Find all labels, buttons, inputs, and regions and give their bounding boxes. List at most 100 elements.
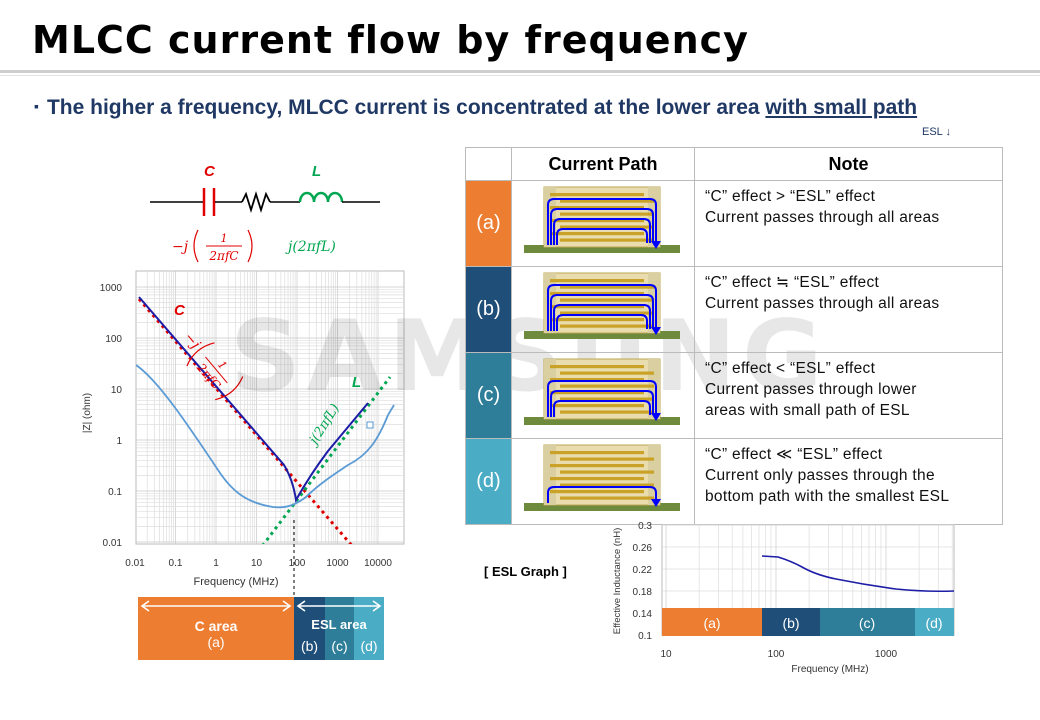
inner-electrode bbox=[560, 410, 654, 414]
table-row: (d) “C” effect ≪ “ESL” effect Current on… bbox=[465, 438, 1003, 525]
inner-electrode bbox=[550, 451, 644, 455]
pcb-pad bbox=[524, 245, 680, 253]
table-row: (c) “C” effect < “ESL” effect Current pa… bbox=[465, 352, 1003, 439]
inner-electrode bbox=[560, 225, 654, 229]
c-asymptote-line bbox=[137, 298, 353, 544]
measured-impedance-curve bbox=[136, 364, 395, 509]
esl-band-c-label: (c) bbox=[859, 615, 875, 631]
table-header-blank bbox=[465, 147, 512, 181]
note-line: Current passes through all areas bbox=[705, 209, 940, 226]
current-arrow-icon bbox=[651, 327, 661, 335]
current-path-table: Current Path Note (a) “C” effect > “ESL”… bbox=[465, 147, 1003, 525]
esl-y-tick: 0.3 bbox=[638, 521, 652, 532]
impedance-x-tick: 1 bbox=[213, 558, 219, 569]
esl-x-tick: 10 bbox=[660, 649, 672, 660]
pcb-pad bbox=[524, 503, 680, 511]
pcb-pad bbox=[524, 331, 680, 339]
ideal-impedance-curve bbox=[138, 296, 369, 504]
esl-area-segment: (b) (c) (d) ESL area bbox=[294, 597, 384, 660]
row-label-c: (c) bbox=[465, 352, 512, 439]
impedance-y-tick: 0.1 bbox=[108, 487, 122, 498]
current-path-line bbox=[547, 380, 657, 417]
table-row: (b) “C” effect ≒ “ESL” effect Current pa… bbox=[465, 266, 1003, 353]
inner-electrode bbox=[560, 212, 654, 216]
inner-electrode bbox=[550, 477, 644, 481]
impedance-x-tick: 0.1 bbox=[169, 558, 183, 569]
svg-text:−j: −j bbox=[172, 239, 189, 255]
title-divider bbox=[0, 70, 1040, 73]
inner-electrode bbox=[560, 324, 654, 328]
mlcc-body bbox=[543, 358, 661, 420]
c-area-segment: C area (a) bbox=[138, 597, 294, 660]
current-path-line bbox=[553, 304, 651, 331]
mlcc-path-diagram bbox=[524, 444, 680, 511]
mlcc-path-diagram bbox=[524, 186, 680, 253]
title-divider-thin bbox=[0, 75, 1040, 76]
lc-circuit-diagram: C L −j 1 2πfC j(2πfL) bbox=[150, 163, 380, 263]
inner-electrode bbox=[560, 470, 654, 474]
circuit-l-label: L bbox=[312, 163, 321, 180]
esl-x-tick: 100 bbox=[768, 649, 785, 660]
current-arrow-icon bbox=[651, 499, 661, 507]
inner-electrode bbox=[560, 298, 654, 302]
esl-x-tick: 1000 bbox=[875, 649, 898, 660]
inner-electrode bbox=[550, 193, 644, 197]
current-path-a bbox=[511, 180, 695, 267]
mlcc-path-diagram bbox=[524, 358, 680, 425]
inner-electrode bbox=[550, 490, 644, 494]
note-line: “C” effect ≒ “ESL” effect bbox=[705, 274, 880, 291]
esl-band-b bbox=[762, 608, 820, 636]
mlcc-path-diagram bbox=[524, 272, 680, 339]
impedance-y-tick: 0.01 bbox=[103, 538, 123, 549]
bullet-marker: ▪ bbox=[34, 98, 39, 114]
impedance-chart: 0.01 0.1 1 10 100 1000 10000 1000 100 10 1 0.1 0.01… bbox=[82, 270, 405, 595]
esl-y-tick: 0.26 bbox=[633, 543, 653, 554]
mlcc-body bbox=[543, 186, 661, 248]
inner-electrode bbox=[560, 384, 654, 388]
current-path-c bbox=[511, 352, 695, 439]
note-a: “C” effect > “ESL” effect Current passes… bbox=[694, 180, 1003, 267]
area-arrows bbox=[140, 600, 382, 612]
esl-band-c bbox=[820, 608, 915, 636]
impedance-y-tick: 1 bbox=[116, 436, 122, 447]
mlcc-body bbox=[543, 444, 661, 506]
inner-electrode bbox=[560, 285, 654, 289]
impedance-y-axis-label: |Z| (ohm) bbox=[82, 393, 93, 433]
esl-band-d-label: (d) bbox=[925, 615, 942, 631]
row-label-a: (a) bbox=[465, 180, 512, 267]
inner-electrode bbox=[560, 496, 654, 500]
inner-electrode bbox=[550, 206, 644, 210]
esl-down-note: ESL ↓ bbox=[922, 126, 951, 138]
esl-x-axis-label: Frequency (MHz) bbox=[791, 664, 868, 675]
current-path-d bbox=[511, 438, 695, 525]
inner-electrode bbox=[550, 365, 644, 369]
table-header-current-path: Current Path bbox=[511, 147, 695, 181]
inner-electrode bbox=[560, 371, 654, 375]
inner-electrode bbox=[550, 279, 644, 283]
impedance-x-tick: 100 bbox=[289, 558, 306, 569]
impedance-plot-area bbox=[135, 270, 405, 545]
impedance-y-tick: 1000 bbox=[100, 283, 123, 294]
note-c: “C” effect < “ESL” effect Current passes… bbox=[694, 352, 1003, 439]
inner-electrode bbox=[550, 305, 644, 309]
esl-band-d bbox=[915, 608, 954, 636]
note-line: Current passes through lower bbox=[705, 381, 917, 398]
note-line: areas with small path of ESL bbox=[705, 402, 910, 419]
note-line: Current passes through all areas bbox=[705, 295, 940, 312]
area-bar: C area (a) (b) (c) (d) ESL area bbox=[138, 597, 384, 660]
inner-electrode bbox=[560, 397, 654, 401]
esl-y-tick: 0.22 bbox=[633, 565, 653, 576]
esl-graph: 10 100 1000 0.3 0.26 0.22 0.18 0.14 0.1 Effecti… bbox=[612, 521, 955, 675]
table-header-row: Current Path Note bbox=[465, 147, 1003, 181]
mlcc-body bbox=[543, 272, 661, 334]
inner-electrode bbox=[550, 219, 644, 223]
mlcc-terminal-right bbox=[648, 445, 660, 505]
esl-graph-label: [ ESL Graph ] bbox=[484, 564, 567, 579]
inner-electrode bbox=[560, 238, 654, 242]
inner-electrode bbox=[550, 391, 644, 395]
note-line: “C” effect > “ESL” effect bbox=[705, 188, 876, 205]
circuit-l-formula: j(2πfL) bbox=[285, 239, 336, 255]
chart-l-label: L bbox=[352, 374, 361, 391]
current-path-line bbox=[553, 218, 651, 245]
inner-electrode bbox=[550, 404, 644, 408]
